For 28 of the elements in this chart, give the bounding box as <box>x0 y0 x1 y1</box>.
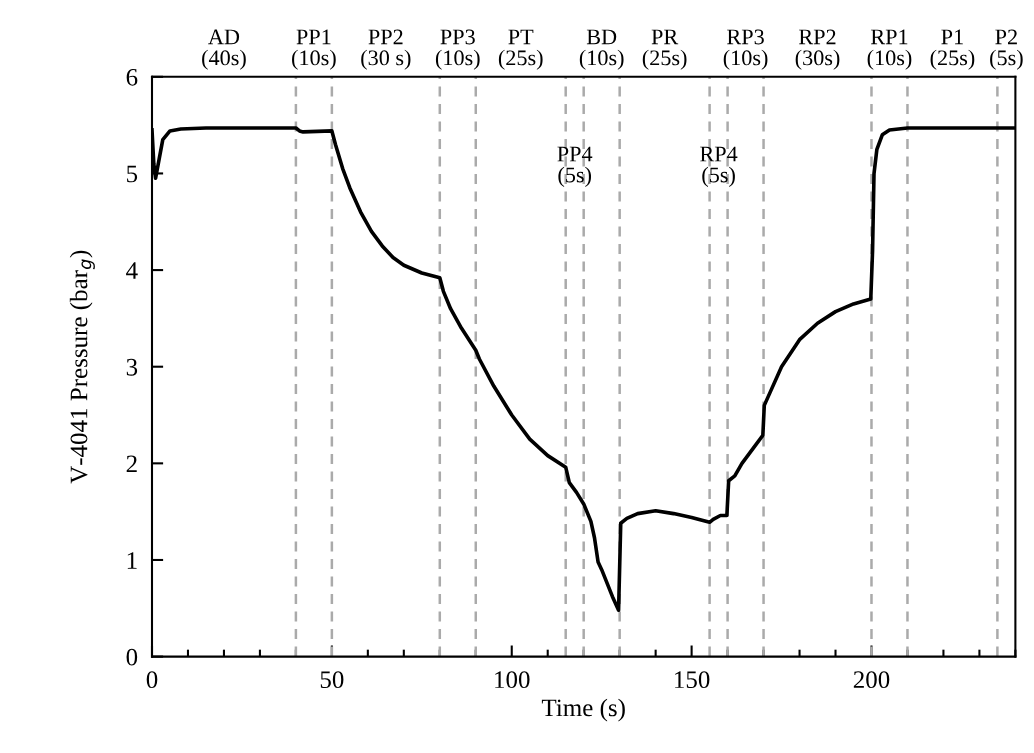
x-tick-label: 150 <box>675 671 710 689</box>
text: RP2 (30s) <box>795 29 840 70</box>
text: PP3 (10s) <box>435 29 480 70</box>
text: P1 (25s) <box>930 29 975 70</box>
text: PP1 (10s) <box>292 29 336 70</box>
y-tick-label: 2 <box>126 455 137 473</box>
x-tick-label: 50 <box>320 671 344 689</box>
annotation: PP4 (5s) <box>557 146 593 187</box>
text: AD (40s) <box>202 29 246 70</box>
x-axis-title: Time (s) <box>541 698 625 722</box>
annotation: RP4 (5s) <box>700 146 738 187</box>
y-tick-label: 1 <box>127 552 137 569</box>
x-tick-label: 0 <box>146 671 158 689</box>
x-tick-label: 200 <box>853 671 890 689</box>
text: PT (25s) <box>498 29 543 70</box>
text: RP1 (10s) <box>867 29 912 70</box>
text: RP3 (10s) <box>723 29 768 70</box>
y-axis-title: V-4041 Pressure (bar$_{g}$) <box>69 250 95 484</box>
y-tick-label: 4 <box>126 262 138 279</box>
x-tick-label: 100 <box>495 671 530 689</box>
y-tick-label: 5 <box>127 165 138 183</box>
y-tick-label: 6 <box>126 68 138 86</box>
text: PR (25s) <box>642 29 687 70</box>
text: BD (10s) <box>579 29 624 70</box>
text: P2 (5s) <box>990 29 1023 70</box>
text: PP2 (30 s) <box>361 29 411 70</box>
y-tick-label: 0 <box>126 648 138 666</box>
y-tick-label: 3 <box>126 358 138 376</box>
